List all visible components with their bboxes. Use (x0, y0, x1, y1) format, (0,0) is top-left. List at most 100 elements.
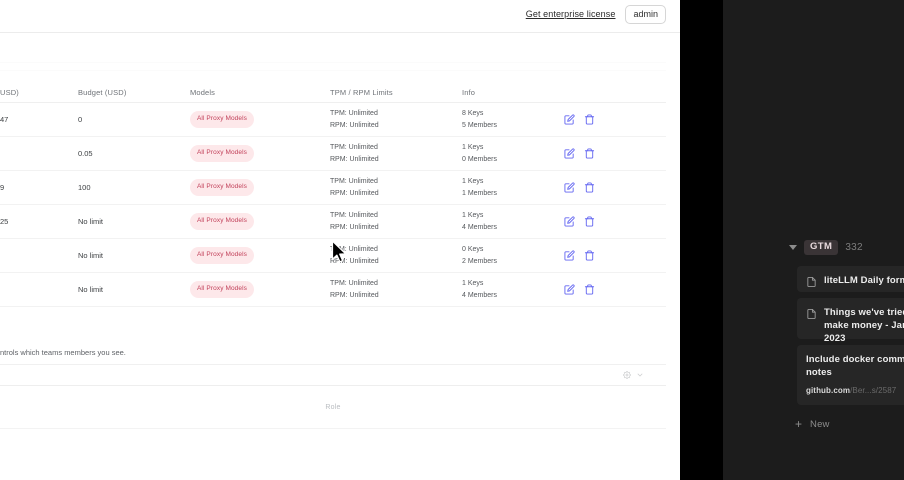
column-header-actions (560, 97, 664, 102)
note-card-title: Things we've tried to make money - Jan 2… (824, 307, 904, 345)
cell-spend: 47 (0, 114, 9, 124)
cell-budget: No limit (78, 250, 104, 260)
cell-limits: TPM: Unlimited RPM: Unlimited (330, 142, 462, 165)
table-header-row: USD) Budget (USD) Models TPM / RPM Limit… (0, 76, 666, 103)
admin-button[interactable]: admin (625, 4, 666, 24)
delete-icon[interactable] (584, 182, 595, 193)
cell-actions (560, 148, 664, 159)
note-url-path: /Ber...s/2587 (850, 386, 897, 396)
cell-actions (560, 216, 664, 227)
models-badge: All Proxy Models (190, 111, 255, 128)
rpm-value: RPM: Unlimited (330, 189, 379, 197)
keys-count: 1 Keys (462, 177, 484, 185)
rpm-value: RPM: Unlimited (330, 121, 379, 129)
table-row[interactable]: 0.05 All Proxy Models TPM: Unlimited RPM… (0, 137, 666, 171)
members-count: 2 Members (462, 257, 498, 265)
edit-icon[interactable] (564, 284, 575, 295)
column-header-models: Models (190, 88, 216, 97)
edit-icon[interactable] (564, 114, 575, 125)
cell-actions (560, 250, 664, 261)
delete-icon[interactable] (584, 114, 595, 125)
edit-icon[interactable] (564, 182, 575, 193)
cell-models: All Proxy Models (190, 179, 330, 196)
members-table-header: Role (0, 386, 666, 429)
window-gutter (680, 0, 723, 480)
models-badge: All Proxy Models (190, 179, 255, 196)
table-row[interactable]: 9 100 All Proxy Models TPM: Unlimited RP… (0, 171, 666, 205)
members-count: 1 Members (462, 189, 498, 197)
column-header-limits: TPM / RPM Limits (330, 88, 393, 97)
edit-icon[interactable] (564, 216, 575, 227)
cell-models: All Proxy Models (190, 213, 330, 230)
table-row[interactable]: No limit All Proxy Models TPM: Unlimited… (0, 239, 666, 273)
tpm-value: TPM: Unlimited (330, 143, 378, 151)
cell-budget: No limit (78, 284, 104, 294)
delete-icon[interactable] (584, 148, 595, 159)
keys-count: 1 Keys (462, 279, 484, 287)
cell-actions (560, 284, 664, 295)
litellm-admin-page: Get enterprise license admin USD) Budget… (0, 0, 680, 480)
cell-limits: TPM: Unlimited RPM: Unlimited (330, 176, 462, 199)
cell-budget: 0 (78, 114, 83, 124)
cell-info: 1 Keys 0 Members (462, 142, 560, 165)
note-card[interactable]: Things we've tried to make money - Jan 2… (797, 298, 904, 344)
delete-icon[interactable] (584, 216, 595, 227)
ghost-rule (0, 62, 666, 63)
caret-down-icon[interactable] (789, 244, 797, 250)
top-bar: Get enterprise license admin (0, 0, 680, 28)
group-header-gtm[interactable]: GTM 332 (789, 240, 863, 255)
note-card-title: Include docker comma notes (806, 354, 904, 379)
models-badge: All Proxy Models (190, 281, 255, 298)
rpm-value: RPM: Unlimited (330, 257, 379, 265)
document-icon (806, 275, 817, 293)
team-visibility-note: ntrols which teams members you see. (0, 348, 126, 357)
note-card-url[interactable]: github.com/Ber...s/2587 (806, 386, 904, 396)
new-note-label: New (810, 418, 830, 430)
note-card[interactable]: Include docker comma notes github.com/Be… (797, 345, 904, 405)
cell-info: 1 Keys 4 Members (462, 210, 560, 233)
rpm-value: RPM: Unlimited (330, 291, 379, 299)
column-header-spend: USD) (0, 88, 19, 97)
models-badge: All Proxy Models (190, 213, 255, 230)
cell-budget: 0.05 (78, 148, 93, 158)
settings-control[interactable] (623, 366, 644, 384)
plus-icon: + (795, 417, 803, 431)
cell-limits: TPM: Unlimited RPM: Unlimited (330, 108, 462, 131)
cell-spend: 25 (0, 216, 9, 226)
table-row[interactable]: 47 0 All Proxy Models TPM: Unlimited RPM… (0, 103, 666, 137)
ghost-rule (0, 70, 666, 71)
tpm-value: TPM: Unlimited (330, 177, 378, 185)
get-enterprise-license-link[interactable]: Get enterprise license (525, 9, 616, 19)
edit-icon[interactable] (564, 250, 575, 261)
cell-actions (560, 182, 664, 193)
cell-models: All Proxy Models (190, 281, 330, 298)
cell-info: 1 Keys 1 Members (462, 176, 560, 199)
document-icon (806, 307, 817, 325)
cell-limits: TPM: Unlimited RPM: Unlimited (330, 278, 462, 301)
settings-row (0, 364, 666, 386)
edit-icon[interactable] (564, 148, 575, 159)
new-note-button[interactable]: + New (795, 418, 830, 430)
members-count: 4 Members (462, 291, 498, 299)
keys-count: 8 Keys (462, 109, 484, 117)
tpm-value: TPM: Unlimited (330, 245, 378, 253)
delete-icon[interactable] (584, 250, 595, 261)
group-count: 332 (845, 241, 863, 253)
note-url-domain: github.com (806, 386, 851, 396)
cell-models: All Proxy Models (190, 247, 330, 264)
gear-icon[interactable] (623, 366, 631, 384)
table-row[interactable]: 25 No limit All Proxy Models TPM: Unlimi… (0, 205, 666, 239)
table-row[interactable]: No limit All Proxy Models TPM: Unlimited… (0, 273, 666, 307)
cell-info: 1 Keys 4 Members (462, 278, 560, 301)
models-badge: All Proxy Models (190, 145, 255, 162)
note-card[interactable]: liteLLM Daily forma (797, 266, 904, 292)
delete-icon[interactable] (584, 284, 595, 295)
chevron-down-icon[interactable] (636, 366, 644, 384)
tpm-value: TPM: Unlimited (330, 279, 378, 287)
cell-models: All Proxy Models (190, 111, 330, 128)
tpm-value: TPM: Unlimited (330, 109, 378, 117)
keys-count: 1 Keys (462, 143, 484, 151)
rpm-value: RPM: Unlimited (330, 155, 379, 163)
header-divider (0, 32, 680, 33)
